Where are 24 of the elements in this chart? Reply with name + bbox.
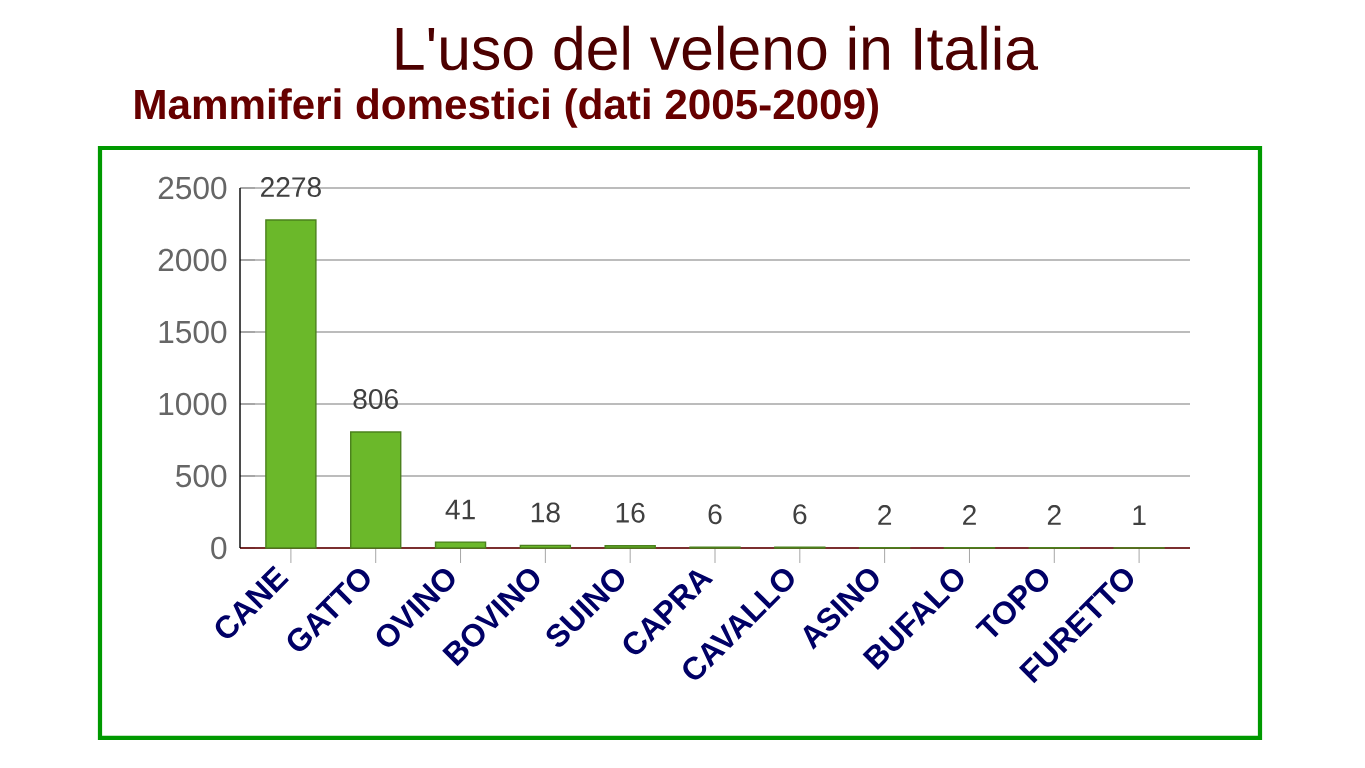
data-label: 18 [531, 502, 560, 523]
data-label: 41 [445, 499, 475, 520]
y-tick-label: 1500 [159, 320, 227, 344]
data-label: 2 [1047, 505, 1061, 525]
data-label: 16 [616, 502, 645, 523]
y-tick-label: 1000 [159, 392, 227, 416]
bar [265, 219, 317, 549]
bar [350, 431, 402, 549]
y-tick-label: 2000 [158, 248, 227, 272]
y-tick-label: 500 [176, 464, 227, 488]
chart-subtitle: Mammiferi domestici (dati 2005-2009) [135, 88, 878, 128]
data-label: 2 [878, 505, 892, 525]
y-tick-label: 2500 [158, 176, 227, 200]
data-label: 806 [353, 389, 398, 409]
bar [434, 541, 487, 549]
chart-title: L'uso del veleno in Italia [396, 25, 1039, 71]
bar [519, 544, 572, 549]
bar [604, 544, 656, 549]
y-tick-label: 0 [211, 536, 227, 560]
data-label: 6 [708, 504, 722, 525]
data-label: 6 [793, 504, 807, 525]
data-label: 2278 [261, 177, 321, 197]
data-label: 1 [1133, 505, 1146, 525]
data-label: 2 [963, 505, 976, 525]
